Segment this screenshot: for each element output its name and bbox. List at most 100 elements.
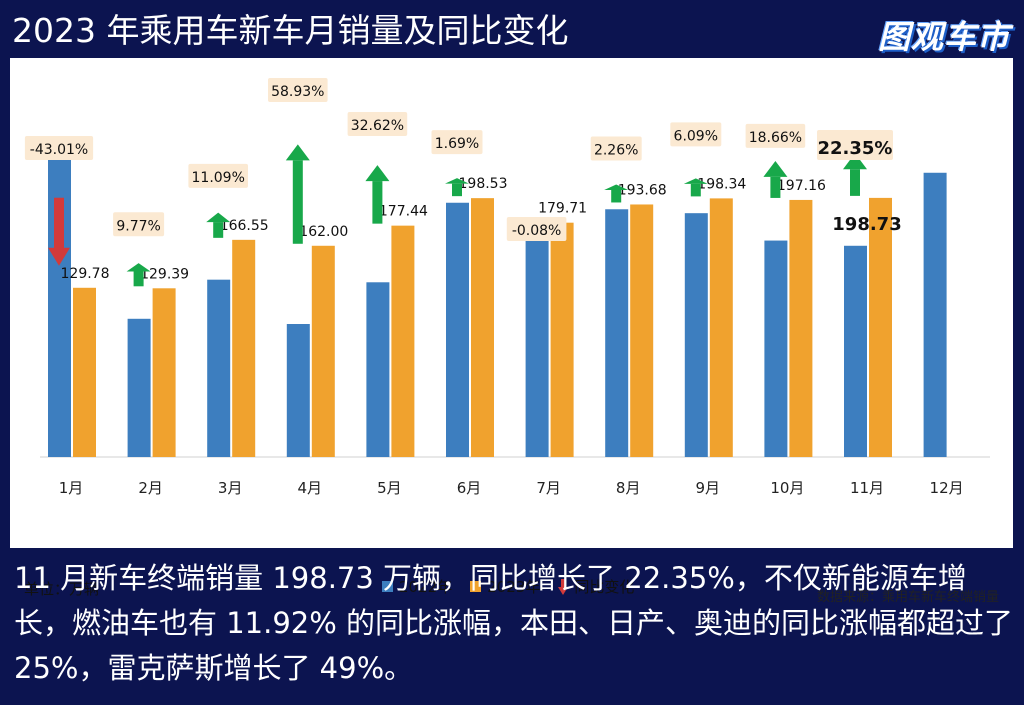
yoy-label-bg <box>268 78 328 102</box>
bar-2022 <box>127 318 151 457</box>
yoy-label-bg <box>745 123 806 148</box>
yoy-label-bg <box>188 163 248 188</box>
bar-2022 <box>764 240 788 457</box>
x-tick-label: 3月 <box>218 479 243 497</box>
yoy-label-bg <box>670 122 722 147</box>
yoy-label-bg <box>590 136 642 161</box>
yoy-arrow-up-icon <box>770 176 781 198</box>
bar-2022 <box>366 282 390 457</box>
x-tick-label: 12月 <box>930 479 964 497</box>
legend-swatch-2023 <box>470 581 482 592</box>
bar-2022 <box>446 202 469 457</box>
x-tick-label: 1月 <box>59 479 84 497</box>
yoy-label: 2.26% <box>594 142 638 158</box>
yoy-arrow-up-icon <box>452 183 462 197</box>
yoy-label: 32.62% <box>351 118 404 134</box>
yoy-arrow-up-icon <box>604 184 629 190</box>
data-label: 193.68 <box>618 182 667 198</box>
yoy-arrow-up-icon <box>611 189 622 203</box>
bar-2022 <box>48 159 71 457</box>
yoy-arrow-up-icon <box>206 212 231 223</box>
yoy-arrow-up-icon <box>690 183 701 197</box>
bar-2022 <box>923 172 947 457</box>
yoy-arrow-up-icon <box>213 222 224 238</box>
x-tick-label: 5月 <box>377 479 402 497</box>
x-tick-label: 6月 <box>457 479 482 497</box>
brand-logo: 图观车市 <box>877 18 1010 56</box>
yoy-label: -43.01% <box>30 142 88 158</box>
x-tick-label: 10月 <box>770 479 804 497</box>
data-label: 197.16 <box>777 178 826 194</box>
bar-2022 <box>605 209 629 457</box>
x-tick-label: 4月 <box>298 479 323 497</box>
yoy-label: 11.09% <box>192 170 245 186</box>
chart-panel: 1月 129.78 -43.01% 2月 129.39 9.77% 3月 166.55 11.0… <box>10 58 1013 605</box>
bar-2023 <box>789 199 813 457</box>
yoy-arrow-up-icon <box>850 169 860 196</box>
yoy-arrow-up-icon <box>126 263 151 272</box>
bar-2023 <box>232 239 256 457</box>
x-tick-label: 8月 <box>616 479 641 497</box>
x-tick-label: 9月 <box>696 479 721 497</box>
bar-2023 <box>869 197 892 457</box>
bar-2023 <box>311 245 335 457</box>
yoy-label: 9.77% <box>116 218 160 234</box>
legend: 2022年 2023年 同比变化 <box>382 576 634 597</box>
yoy-label-bg <box>347 112 408 136</box>
legend-item-2022: 2022年 <box>382 576 452 597</box>
yoy-label: 1.69% <box>435 136 479 152</box>
bar-2023 <box>73 287 96 457</box>
data-label: 198.73 <box>832 214 901 235</box>
data-label: 179.71 <box>538 201 587 217</box>
yoy-label-bg <box>817 130 893 160</box>
data-label: 129.39 <box>140 266 189 282</box>
bar-2022 <box>525 222 549 457</box>
yoy-arrow-down-icon <box>54 197 64 250</box>
bar-chart: 1月 129.78 -43.01% 2月 129.39 9.77% 3月 166.55 11.0… <box>24 78 990 497</box>
yoy-label-bg <box>506 217 567 241</box>
bar-2023 <box>630 204 654 457</box>
x-tick-label: 7月 <box>536 479 561 497</box>
x-tick-label: 11月 <box>850 479 884 497</box>
yoy-label: -0.08% <box>512 223 562 239</box>
yoy-arrow-up-icon <box>372 181 383 224</box>
bar-2022 <box>844 245 867 457</box>
data-label: 162.00 <box>299 224 348 240</box>
data-label: 177.44 <box>379 204 428 220</box>
bar-2022 <box>286 324 310 457</box>
yoy-arrow-up-icon <box>763 161 788 177</box>
yoy-label-bg <box>431 130 483 155</box>
legend-swatch-2022 <box>382 581 393 592</box>
yoy-arrow-up-icon <box>683 178 708 184</box>
data-label: 166.55 <box>220 218 269 234</box>
yoy-label: 18.66% <box>749 130 802 146</box>
yoy-label: 22.35% <box>818 138 893 159</box>
x-tick-label: 2月 <box>138 479 163 497</box>
bar-2023 <box>391 225 415 457</box>
data-label: 198.53 <box>459 176 508 192</box>
yoy-arrow-up-icon <box>365 165 390 182</box>
legend-label-yoy: 同比变化 <box>574 578 635 596</box>
yoy-arrow-up-icon <box>285 144 310 161</box>
bar-2022 <box>207 279 231 457</box>
data-label: 129.78 <box>61 266 110 282</box>
yoy-arrow-up-icon <box>445 178 469 184</box>
legend-label-2022: 2022年 <box>399 578 453 596</box>
bar-2023 <box>550 222 574 457</box>
bar-2022 <box>684 213 708 457</box>
yoy-arrow-down-icon <box>48 247 70 266</box>
yoy-label: 58.93% <box>271 84 324 100</box>
legend-label-2023: 2023年 <box>487 578 541 596</box>
unit-label: 单位：万辆 <box>24 580 100 598</box>
data-source: 数据来源：乘用车新车终端销量 <box>816 590 999 605</box>
bar-2023 <box>152 288 176 457</box>
bar-2023 <box>709 198 733 458</box>
yoy-label-bg <box>113 212 165 237</box>
data-label: 198.34 <box>697 176 746 192</box>
yoy-label: 6.09% <box>674 128 718 144</box>
yoy-arrow-up-icon <box>292 160 303 244</box>
down-arrow-icon <box>558 578 569 595</box>
yoy-arrow-up-icon <box>843 153 867 170</box>
yoy-arrow-up-icon <box>133 271 144 287</box>
legend-item-yoy: 同比变化 <box>558 576 634 597</box>
